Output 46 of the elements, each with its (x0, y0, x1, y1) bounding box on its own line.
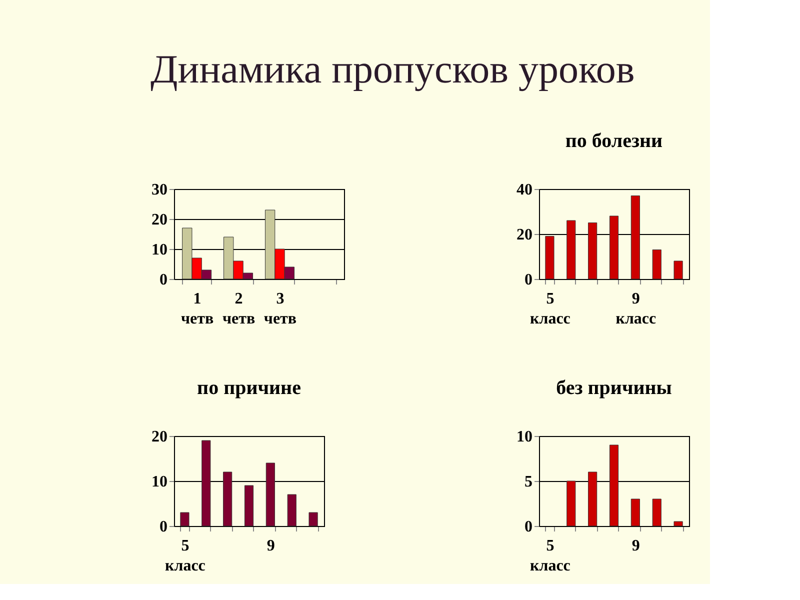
y-tick-label: 20 (152, 428, 168, 446)
x-tick-label: 2 четв (222, 290, 256, 328)
bar (630, 196, 640, 280)
y-tick-label: 5 (524, 474, 532, 490)
y-tick-label: 40 (516, 182, 532, 198)
bar (674, 260, 683, 280)
y-tick-label: 10 (152, 474, 168, 490)
bar (566, 480, 576, 526)
y-tick-label: 0 (160, 272, 168, 288)
bar (223, 472, 232, 526)
bar (566, 220, 576, 280)
x-tick-label: 9 (632, 538, 640, 554)
x-tick-label: 5 класс (530, 538, 570, 574)
bar (652, 250, 662, 280)
chart-title: без причины (556, 377, 672, 399)
x-tick-label: 9 класс (616, 290, 656, 328)
y-tick-label: 20 (516, 226, 532, 244)
bar (180, 512, 190, 526)
bar (202, 440, 211, 526)
bar (308, 512, 318, 526)
x-tick-label: 9 (266, 538, 275, 554)
bar (630, 498, 640, 526)
chart-title: Динамика пропусков уроков (150, 46, 635, 92)
x-tick-label: 3 четв (264, 290, 297, 328)
bar (652, 498, 662, 526)
y-tick-label: 10 (516, 428, 532, 446)
x-tick-label: 5 класс (165, 538, 206, 574)
x-tick-label: 5 класс (530, 290, 570, 328)
bar (588, 222, 598, 280)
bar (266, 462, 275, 526)
bar (287, 494, 296, 526)
bar (545, 236, 554, 280)
bar (244, 485, 254, 526)
y-tick-label: 0 (524, 518, 532, 536)
x-tick-label: 1 четв (180, 290, 214, 328)
y-tick-label: 0 (160, 518, 168, 536)
y-tick-label: 30 (152, 182, 168, 198)
bar (674, 521, 683, 526)
bar (609, 216, 619, 280)
bar (609, 444, 619, 526)
chart-title: по причине (197, 377, 302, 399)
y-tick-label: 0 (524, 272, 532, 288)
y-tick-label: 10 (152, 242, 168, 258)
y-tick-label: 20 (152, 212, 168, 228)
chart-title: по болезни (565, 130, 663, 152)
bar (588, 472, 598, 526)
